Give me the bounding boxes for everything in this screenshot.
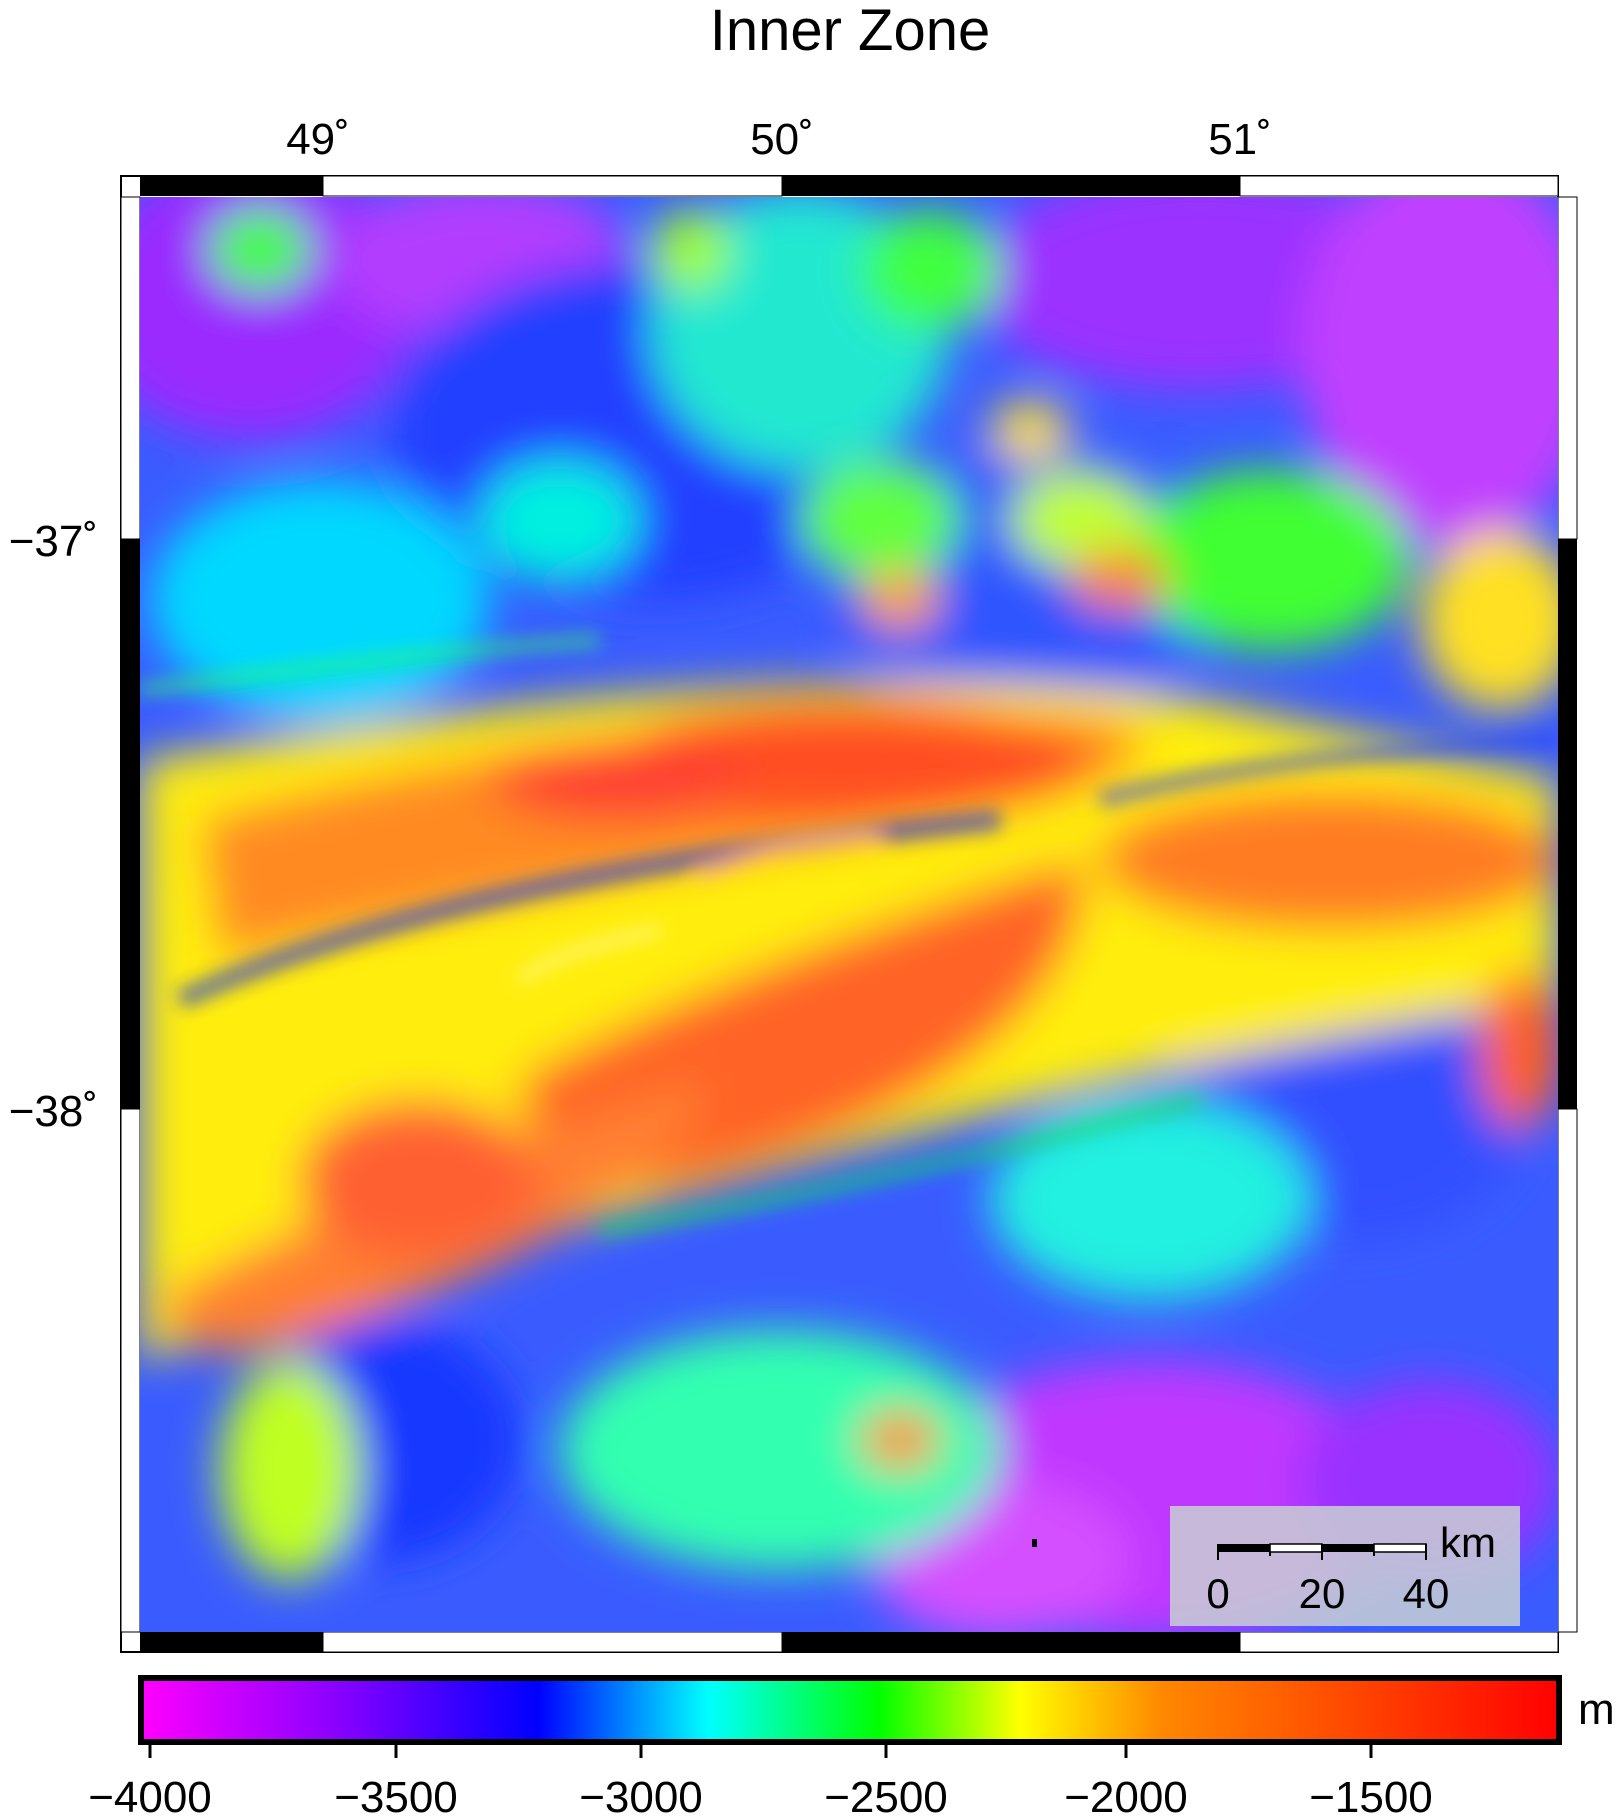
frame-right-band-2 bbox=[1558, 539, 1577, 1109]
scale-bar-label-0: 0 bbox=[1206, 1570, 1229, 1617]
longitude-labels: 49˚ 50˚ 51˚ bbox=[286, 115, 1272, 164]
frame-right-band-1 bbox=[1557, 196, 1578, 540]
frame-top-band-1 bbox=[140, 176, 323, 196]
frame-left-band-3 bbox=[120, 1108, 141, 1633]
colorbar-label-neg3000: −3000 bbox=[579, 1773, 703, 1817]
frame-top-band-3 bbox=[782, 176, 1240, 196]
frame-top-band-2 bbox=[322, 175, 783, 197]
frame-bottom-band-4 bbox=[1239, 1631, 1559, 1653]
longitude-label-49: 49˚ bbox=[286, 115, 350, 164]
colorbar-unit: m bbox=[1578, 1685, 1615, 1734]
frame-bottom-band-2 bbox=[322, 1631, 783, 1653]
scale-bar-segment-1 bbox=[1218, 1544, 1270, 1552]
frame-right-band-3 bbox=[1557, 1108, 1578, 1633]
colorbar-label-neg1500: −1500 bbox=[1309, 1773, 1433, 1817]
bathymetry-raster bbox=[140, 197, 1558, 1632]
colorbar-gradient bbox=[138, 1675, 1562, 1745]
map-point-marker bbox=[1032, 1539, 1037, 1547]
colorbar-label-neg3500: −3500 bbox=[334, 1773, 458, 1817]
scale-bar-segment-3 bbox=[1322, 1544, 1374, 1552]
frame-bottom-band-3 bbox=[782, 1632, 1240, 1652]
scale-bar-segment-2 bbox=[1269, 1543, 1323, 1553]
colorbar-label-neg2000: −2000 bbox=[1064, 1773, 1188, 1817]
scale-bar-segment-4 bbox=[1373, 1543, 1427, 1553]
latitude-label-neg38: −38˚ bbox=[9, 1087, 98, 1136]
scale-bar: km 0 20 40 bbox=[1170, 1506, 1520, 1626]
longitude-label-51: 51˚ bbox=[1208, 115, 1272, 164]
latitude-label-neg37: −37˚ bbox=[9, 517, 98, 566]
frame-bottom-band-1 bbox=[140, 1632, 323, 1652]
frame-top-band-4 bbox=[1239, 175, 1559, 197]
scale-bar-unit: km bbox=[1440, 1519, 1496, 1566]
latitude-labels: −37˚ −38˚ bbox=[9, 517, 98, 1136]
colorbar-label-neg4000: −4000 bbox=[88, 1773, 212, 1817]
longitude-label-50: 50˚ bbox=[750, 115, 814, 164]
colorbar-label-neg2500: −2500 bbox=[824, 1773, 948, 1817]
scale-bar-label-40: 40 bbox=[1403, 1570, 1450, 1617]
frame-left-band-2 bbox=[121, 539, 140, 1109]
scale-bar-label-20: 20 bbox=[1299, 1570, 1346, 1617]
colorbar: m −4000 −3500 −3000 −2500 −2000 −1500 bbox=[88, 1675, 1615, 1817]
map-title: Inner Zone bbox=[710, 0, 991, 63]
frame-left-band-1 bbox=[120, 196, 141, 540]
scale-bar-background bbox=[1170, 1506, 1520, 1626]
